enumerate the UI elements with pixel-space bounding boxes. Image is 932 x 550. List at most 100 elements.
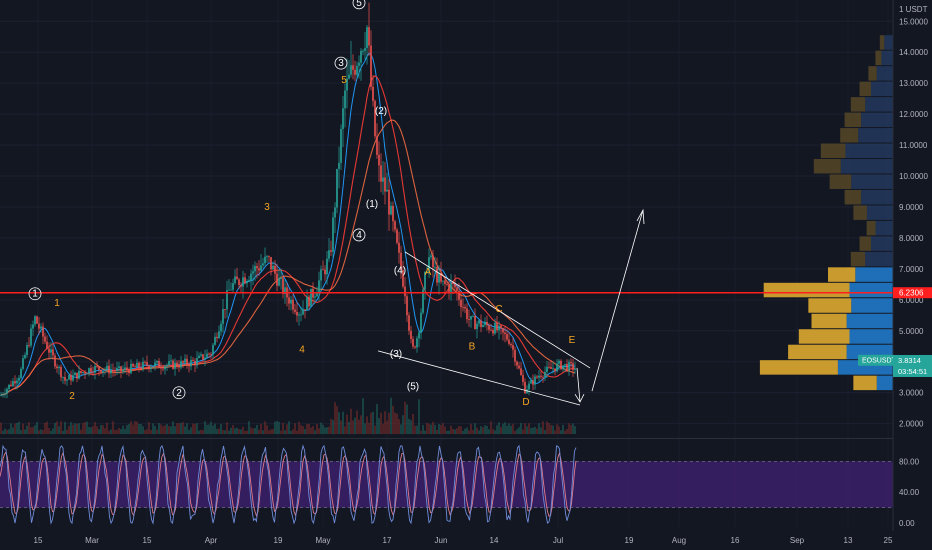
volume-bar (488, 429, 490, 434)
vp-row-hist (820, 143, 846, 159)
candle-body (398, 242, 400, 253)
volume-bar (250, 427, 252, 434)
volume-bar (366, 416, 368, 434)
volume-bar (464, 428, 466, 434)
candle-body (302, 309, 304, 315)
vp-row-hist (850, 251, 866, 267)
volume-bar (360, 415, 362, 434)
volume-bar (272, 429, 274, 434)
vp-row-down (851, 298, 893, 313)
volume-bar (468, 430, 470, 434)
price-axis[interactable]: 15.0000 14.0000 13.0000 12.0000 11.0000 10.00… (892, 0, 928, 531)
candle-body (64, 377, 66, 381)
candle-body (380, 165, 382, 182)
ma-fast-line (0, 52, 576, 396)
volume-bar (572, 423, 574, 434)
volume-bar (310, 427, 312, 434)
volume-bar (482, 427, 484, 434)
candle-body (186, 358, 188, 365)
volume-bar (134, 421, 136, 434)
candle-body (420, 312, 422, 333)
candle-body (142, 361, 144, 369)
wave-label-main: (3) (390, 349, 402, 360)
volume-bar (218, 428, 220, 434)
time-tick-label: 16 (731, 536, 740, 545)
volume-bar (296, 430, 298, 434)
candle-body (572, 363, 574, 370)
candle-body (306, 296, 308, 311)
volume-bar (404, 401, 406, 434)
candle-body (304, 309, 306, 311)
volume-bar (44, 422, 46, 434)
candle-body (554, 368, 556, 372)
candle-body (116, 368, 118, 372)
volume-bar (550, 424, 552, 434)
time-axis[interactable]: 15 Mar 15 Apr 19 May 17 Jun 14 Jul 19 Aug 16 Sep 13 25 (34, 536, 893, 545)
volume-bar (338, 412, 340, 434)
candle-body (444, 280, 446, 284)
candle-body (410, 330, 412, 340)
volume-bar (158, 423, 160, 434)
volume-bar (308, 423, 310, 434)
candle-body (374, 100, 376, 137)
volume-bar (126, 425, 128, 434)
candle-body (458, 290, 460, 300)
candle-body (334, 207, 336, 218)
volume-bar (246, 430, 248, 434)
volume-bar (60, 421, 62, 434)
candle-body (136, 362, 138, 368)
volume-bar (66, 429, 68, 434)
wave-label-main: (5) (407, 382, 419, 393)
vp-row-hist (868, 66, 877, 81)
candle-body (530, 380, 532, 384)
volume-bar (394, 412, 396, 434)
volume-bar (322, 424, 324, 434)
volume-bar (38, 430, 40, 434)
candle-body (566, 363, 568, 371)
candle-body (126, 367, 128, 370)
volume-bar (34, 425, 36, 434)
wave-label-main: 1 (32, 289, 38, 300)
volume-bar (74, 423, 76, 434)
volume-bar (426, 422, 428, 434)
volume-bar (98, 429, 100, 434)
volume-bar (566, 428, 568, 434)
candle-body (230, 289, 232, 291)
candle-body (508, 339, 510, 344)
time-tick-label: 19 (274, 536, 283, 545)
candle-body (372, 86, 374, 101)
candle-body (274, 265, 276, 274)
candle-body (42, 326, 44, 337)
candle-body (26, 345, 28, 356)
time-tick-label: Sep (790, 536, 805, 545)
volume-bar (458, 425, 460, 434)
candle-body (246, 280, 248, 284)
candle-body (558, 360, 560, 364)
volume-bar (194, 423, 196, 434)
candle-body (24, 355, 26, 359)
candle-body (56, 366, 58, 369)
price-tick-label: 7.0000 (899, 265, 924, 274)
candle-body (436, 266, 438, 283)
trend-drawings[interactable] (377, 208, 645, 406)
volume-bar (174, 426, 176, 434)
candle-body (88, 368, 90, 374)
level-price-badge: 6.2306 (893, 287, 932, 299)
volume-bar (122, 425, 124, 434)
candle-body (98, 366, 100, 371)
volume-bar (372, 411, 374, 434)
candle-body (228, 289, 230, 291)
candle-body (510, 343, 512, 346)
candle-body (288, 297, 290, 304)
vp-row-down (858, 128, 893, 143)
arrow-head-down (574, 394, 585, 403)
candle-body (330, 250, 332, 252)
candle-body (384, 177, 386, 192)
volume-bar (304, 429, 306, 434)
volume-bar (206, 424, 208, 434)
volume-bar (260, 423, 262, 434)
volume-bar (520, 423, 522, 434)
volume-bar (334, 402, 336, 434)
candle-body (298, 314, 300, 316)
